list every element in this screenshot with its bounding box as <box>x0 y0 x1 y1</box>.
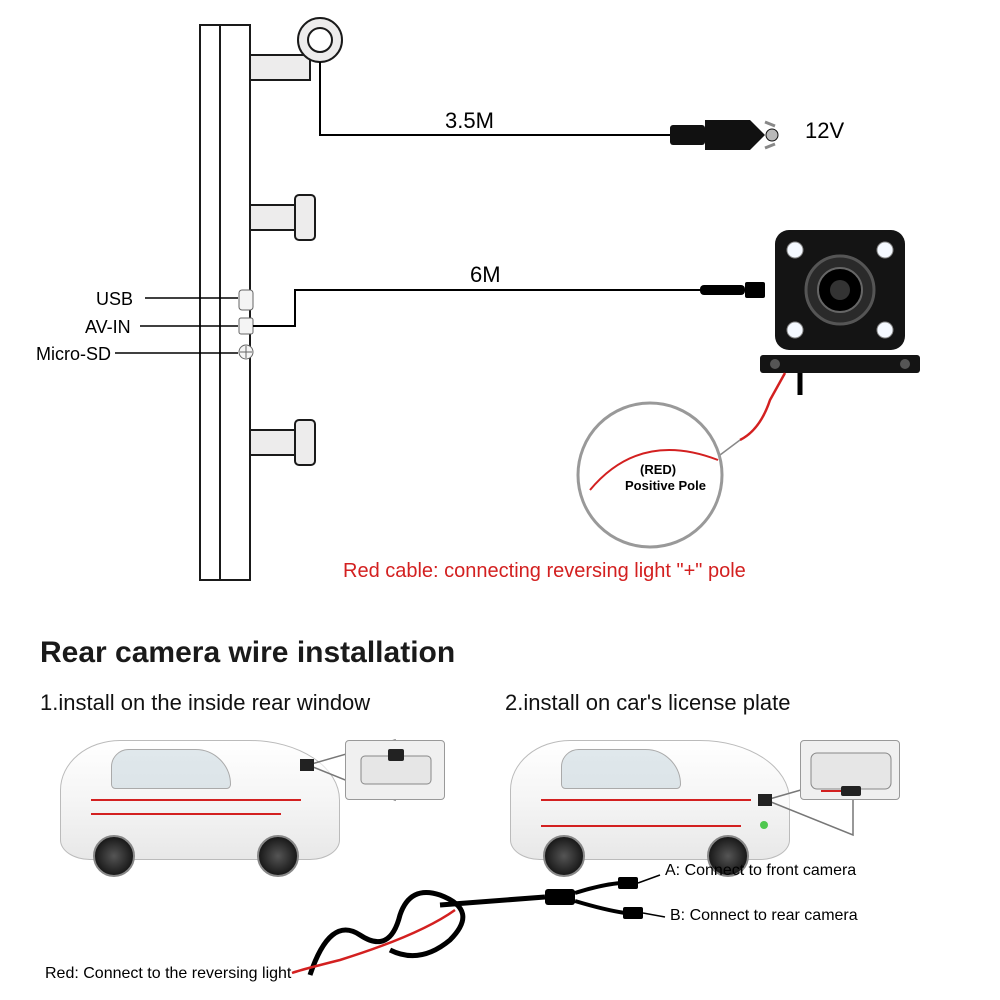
rear-camera-icon <box>740 230 920 440</box>
positive-pole-label: Positive Pole <box>625 478 706 493</box>
cable-a-label: A: Connect to front camera <box>665 862 856 880</box>
usb-label: USB <box>96 289 133 310</box>
detail-box-1 <box>345 740 445 800</box>
avin-label: AV-IN <box>85 317 131 338</box>
microsd-label: Micro-SD <box>36 344 111 365</box>
top-wiring-diagram <box>0 0 1000 590</box>
detail-box-2 <box>800 740 900 800</box>
power-cable-length: 3.5M <box>445 108 494 134</box>
power-voltage: 12V <box>805 118 844 144</box>
cable-b-label: B: Connect to rear camera <box>670 907 858 925</box>
red-label: (RED) <box>640 462 676 477</box>
car-illustration-1 <box>60 740 340 860</box>
car-power-plug <box>670 120 778 150</box>
section-title: Rear camera wire installation <box>40 636 455 670</box>
red-cable-note: Red cable: connecting reversing light "+… <box>343 560 746 583</box>
step2-label: 2.install on car's license plate <box>505 690 790 716</box>
step1-label: 1.install on the inside rear window <box>40 690 370 716</box>
car-illustration-2 <box>510 740 790 860</box>
cable-red-label: Red: Connect to the reversing light <box>45 965 291 983</box>
camera-cable-length: 6M <box>470 262 501 288</box>
